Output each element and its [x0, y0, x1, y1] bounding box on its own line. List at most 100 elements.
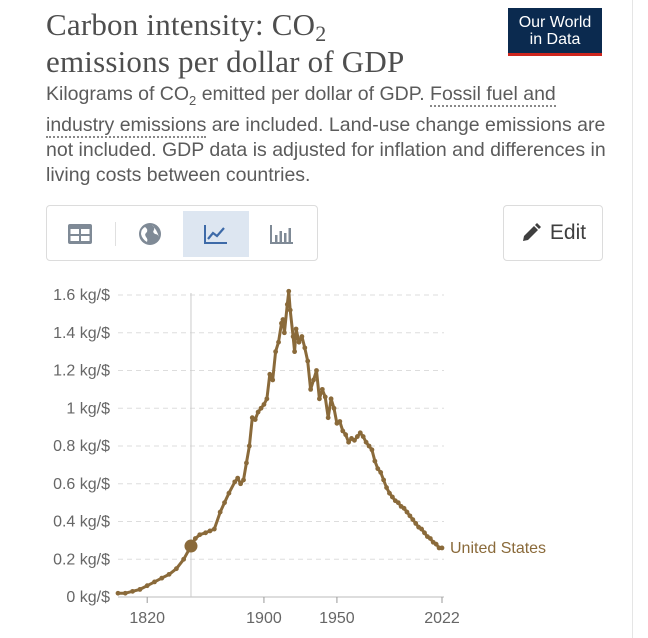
edit-button[interactable]: Edit: [503, 205, 603, 261]
data-point[interactable]: [255, 409, 261, 415]
y-tick-label: 1.6 kg/$: [53, 287, 110, 304]
data-point[interactable]: [346, 439, 351, 445]
data-point[interactable]: [343, 432, 349, 438]
data-point[interactable]: [363, 439, 369, 445]
data-point[interactable]: [279, 320, 284, 326]
data-point[interactable]: [197, 532, 203, 538]
data-point[interactable]: [389, 494, 395, 500]
data-point[interactable]: [395, 500, 401, 506]
data-point[interactable]: [270, 377, 276, 383]
tab-divider: [115, 222, 116, 246]
data-point[interactable]: [308, 386, 314, 392]
series-line[interactable]: [118, 289, 442, 595]
data-point[interactable]: [207, 528, 213, 534]
data-point[interactable]: [246, 443, 252, 449]
data-point[interactable]: [352, 437, 357, 443]
fossil-fuel-link[interactable]: Fossil fuel and industry emissions: [46, 83, 556, 138]
data-point[interactable]: [433, 541, 439, 547]
data-point[interactable]: [284, 302, 290, 307]
series[interactable]: United States: [115, 288, 546, 596]
data-point[interactable]: [296, 339, 302, 345]
data-point[interactable]: [144, 583, 150, 589]
data-point[interactable]: [181, 556, 187, 562]
data-point[interactable]: [375, 466, 381, 472]
data-point[interactable]: [404, 509, 410, 515]
data-point[interactable]: [317, 396, 322, 402]
tab-map[interactable]: [117, 211, 183, 257]
data-point[interactable]: [292, 349, 297, 355]
data-point[interactable]: [211, 526, 217, 532]
data-point[interactable]: [115, 590, 121, 596]
data-point[interactable]: [232, 479, 238, 485]
data-point[interactable]: [173, 566, 179, 572]
data-point[interactable]: [401, 505, 407, 511]
data-point[interactable]: [273, 349, 279, 355]
data-point[interactable]: [166, 571, 172, 577]
data-point[interactable]: [413, 520, 419, 526]
data-point[interactable]: [241, 477, 246, 483]
data-point[interactable]: [122, 590, 128, 596]
data-point[interactable]: [267, 371, 273, 377]
data-point[interactable]: [137, 587, 143, 592]
data-point[interactable]: [322, 394, 328, 400]
data-point[interactable]: [226, 490, 232, 496]
data-point[interactable]: [192, 536, 198, 541]
data-point[interactable]: [419, 526, 424, 532]
tab-table[interactable]: [47, 211, 113, 257]
data-point[interactable]: [217, 509, 223, 515]
data-point[interactable]: [328, 396, 334, 402]
tab-bar-chart[interactable]: [249, 211, 315, 257]
hover-marker[interactable]: [184, 539, 198, 553]
data-point[interactable]: [366, 443, 372, 449]
data-point[interactable]: [387, 490, 392, 496]
data-point[interactable]: [203, 530, 208, 536]
data-point[interactable]: [258, 405, 264, 411]
series-label[interactable]: United States: [450, 540, 546, 557]
data-point[interactable]: [302, 345, 308, 351]
data-point[interactable]: [276, 339, 281, 345]
data-point[interactable]: [305, 358, 311, 364]
data-point[interactable]: [325, 415, 331, 421]
data-point[interactable]: [372, 458, 378, 464]
data-point[interactable]: [357, 430, 363, 436]
data-point[interactable]: [238, 481, 243, 487]
data-point[interactable]: [299, 334, 305, 339]
owid-logo[interactable]: Our World in Data: [508, 8, 602, 56]
data-point[interactable]: [287, 307, 293, 313]
y-tick-label: 1.4 kg/$: [53, 325, 110, 342]
data-point[interactable]: [314, 368, 319, 373]
data-point[interactable]: [340, 428, 346, 434]
data-point[interactable]: [280, 317, 286, 322]
data-point[interactable]: [222, 500, 227, 506]
data-point[interactable]: [261, 402, 267, 407]
data-point[interactable]: [354, 434, 360, 439]
data-point[interactable]: [381, 477, 387, 483]
data-point[interactable]: [244, 460, 249, 466]
data-point[interactable]: [337, 419, 343, 424]
x-tick-label: 1950: [319, 610, 355, 627]
data-point[interactable]: [311, 377, 316, 383]
data-point[interactable]: [360, 434, 366, 439]
data-point[interactable]: [427, 536, 433, 541]
data-point[interactable]: [159, 575, 165, 581]
data-point[interactable]: [152, 579, 157, 585]
data-point[interactable]: [264, 396, 270, 402]
data-point[interactable]: [319, 386, 325, 392]
data-point[interactable]: [369, 447, 375, 453]
data-point[interactable]: [130, 588, 135, 594]
data-point[interactable]: [378, 470, 384, 475]
data-point[interactable]: [331, 405, 337, 411]
data-point[interactable]: [235, 475, 241, 481]
data-point[interactable]: [410, 517, 416, 523]
data-point[interactable]: [281, 330, 287, 336]
data-point[interactable]: [384, 485, 389, 490]
data-point[interactable]: [293, 326, 299, 332]
data-point[interactable]: [439, 545, 445, 551]
data-point[interactable]: [422, 530, 427, 536]
data-point[interactable]: [286, 288, 292, 294]
data-point[interactable]: [290, 334, 296, 339]
data-point[interactable]: [407, 513, 413, 519]
x-axis: 1820 1900 1950 2022: [129, 597, 460, 627]
tab-line-chart[interactable]: [183, 211, 249, 257]
data-point[interactable]: [252, 417, 258, 422]
